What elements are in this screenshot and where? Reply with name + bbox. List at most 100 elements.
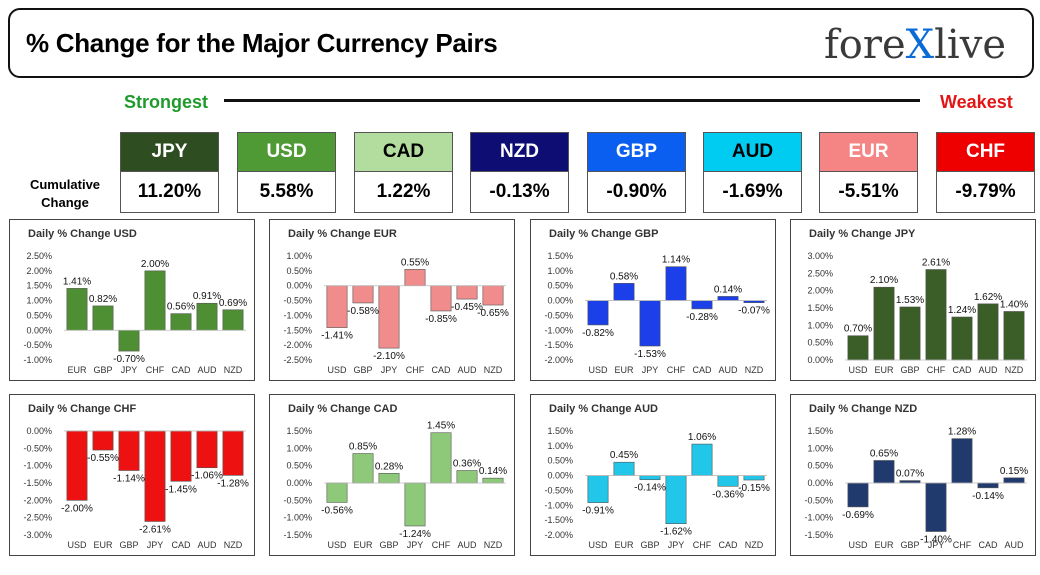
data-label: 1.45% [427,421,455,432]
bar-nzd [482,477,504,484]
data-label: -0.56% [321,505,353,516]
bar-gbp [92,305,114,331]
y-tick-label: 0.50% [286,266,312,276]
data-label: 2.00% [141,259,169,270]
data-label: 1.62% [974,292,1002,303]
data-label: 0.14% [479,466,507,477]
bar-chf [144,270,166,331]
bar-chf [951,438,973,484]
x-tick-label: EUR [67,365,87,375]
x-tick-label: AUD [197,540,217,550]
strongest-label: Strongest [124,92,209,112]
y-tick-label: 0.50% [807,338,833,348]
y-tick-label: -1.00% [544,500,573,510]
bar-jpy [144,430,166,522]
bar-nzd [222,430,244,476]
x-tick-label: JPY [928,540,945,550]
y-tick-label: 0.50% [547,456,573,466]
data-label: 0.55% [401,257,429,268]
bar-cad [170,430,192,482]
ranking-currency: AUD [704,133,801,172]
chart-panel-gbp: Daily % Change GBP 1.50% 1.00% 0.50% 0.00% -0… [530,219,776,381]
data-label: -0.85% [425,314,457,325]
x-tick-label: GBP [640,540,659,550]
bar-nzd [222,309,244,331]
ranking-cell-jpy: JPY 11.20% [120,132,219,213]
bar-chf [404,269,426,287]
forexlive-logo: foreXlive [824,22,1006,68]
y-tick-label: -2.00% [544,530,573,540]
ranking-currency: JPY [121,133,218,172]
bar-usd [326,285,348,328]
chart-panel-eur: Daily % Change EUR 1.00% 0.50% 0.00% -0.50% -… [269,219,515,381]
x-tick-label: CAD [692,365,712,375]
bar-chf [665,266,687,301]
data-label: 0.58% [610,271,638,282]
y-tick-label: -1.00% [283,513,312,523]
ranking-currency: EUR [820,133,917,172]
bar-eur [66,288,88,331]
x-tick-label: CAD [431,365,451,375]
data-label: 1.14% [662,255,690,266]
x-tick-label: GBP [379,540,398,550]
bar-cad [977,482,999,489]
y-tick-label: 0.50% [26,310,52,320]
chart-title: Daily % Change USD [28,228,137,240]
bar-gbp [352,285,374,304]
x-tick-label: EUR [874,365,894,375]
y-tick-label: -1.50% [544,515,573,525]
y-tick-label: -0.50% [23,340,52,350]
bar-eur [352,453,374,484]
y-tick-label: 1.50% [286,426,312,436]
y-tick-label: -3.00% [23,530,52,540]
bar-chf [925,269,947,361]
bar-usd [847,482,869,508]
x-tick-label: AUD [197,365,217,375]
x-tick-label: JPY [642,365,659,375]
data-label: 0.91% [193,291,221,302]
x-tick-label: JPY [381,365,398,375]
chart-panel-jpy: Daily % Change JPY 3.00% 2.50% 2.00% 1.50% 1.… [790,219,1036,381]
bar-chf [430,432,452,484]
y-tick-label: 0.00% [547,471,573,481]
y-tick-label: 1.00% [286,443,312,453]
bar-cad [951,316,973,361]
y-tick-label: -0.50% [804,495,833,505]
data-label: 0.07% [896,469,924,480]
x-tick-label: AUD [718,365,738,375]
bar-nzd [743,475,765,481]
data-label: -1.45% [165,484,197,495]
ranking-cumulative-value: -1.69% [704,172,801,212]
x-tick-label: AUD [457,540,477,550]
ranking-currency: NZD [471,133,568,172]
x-tick-label: CAD [718,540,738,550]
bar-nzd [482,285,504,306]
data-label: -0.14% [972,491,1004,502]
data-label: -0.58% [347,306,379,317]
page-title: % Change for the Major Currency Pairs [26,28,498,58]
data-label: -1.40% [920,535,952,546]
x-tick-label: CHF [406,365,425,375]
chart-title: Daily % Change EUR [288,228,397,240]
data-label: -1.41% [321,331,353,342]
y-tick-label: 1.00% [286,251,312,261]
x-tick-label: GBP [900,540,919,550]
data-label: 0.15% [1000,466,1028,477]
x-tick-label: EUR [614,540,634,550]
y-tick-label: 1.00% [547,441,573,451]
chart-panel-usd: Daily % Change USD 2.50% 2.00% 1.50% 1.00% 0.… [9,219,255,381]
data-label: -0.91% [582,506,614,517]
y-tick-label: 1.00% [807,443,833,453]
bar-usd [66,430,88,501]
ranking-cumulative-value: 11.20% [121,172,218,212]
ranking-cell-aud: AUD -1.69% [703,132,802,213]
logo-text-live: live [934,22,1006,68]
y-tick-label: 0.50% [807,461,833,471]
y-tick-label: -0.50% [544,485,573,495]
data-label: -1.06% [191,471,223,482]
bar-chart: Daily % Change NZD 1.50% 1.00% 0.50% 0.00% -0… [804,403,1028,550]
bar-eur [613,461,635,476]
x-tick-label: EUR [874,540,894,550]
data-label: -1.53% [634,349,666,360]
chart-title: Daily % Change NZD [809,403,917,415]
